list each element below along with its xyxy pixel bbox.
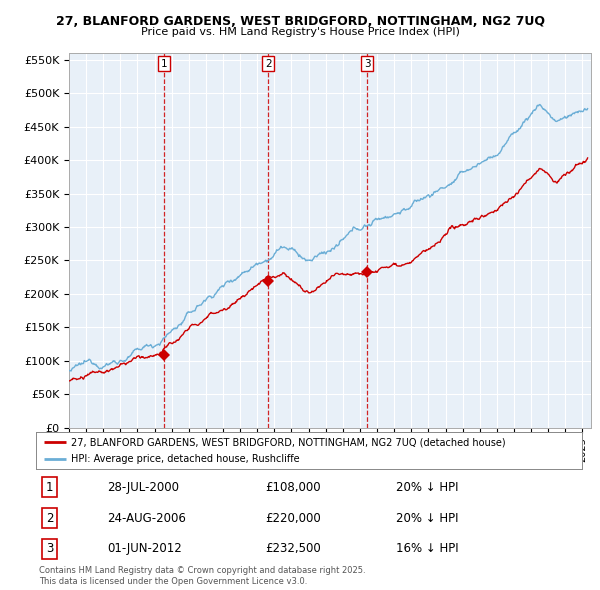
Text: £232,500: £232,500: [265, 542, 321, 555]
Text: 01-JUN-2012: 01-JUN-2012: [107, 542, 182, 555]
Text: 16% ↓ HPI: 16% ↓ HPI: [397, 542, 459, 555]
Text: 20% ↓ HPI: 20% ↓ HPI: [397, 481, 459, 494]
Text: 27, BLANFORD GARDENS, WEST BRIDGFORD, NOTTINGHAM, NG2 7UQ (detached house): 27, BLANFORD GARDENS, WEST BRIDGFORD, NO…: [71, 437, 506, 447]
Text: £220,000: £220,000: [265, 512, 321, 525]
Text: 28-JUL-2000: 28-JUL-2000: [107, 481, 179, 494]
Text: 2: 2: [46, 512, 53, 525]
Text: 3: 3: [46, 542, 53, 555]
Text: 1: 1: [161, 59, 167, 68]
Text: Price paid vs. HM Land Registry's House Price Index (HPI): Price paid vs. HM Land Registry's House …: [140, 27, 460, 37]
Text: 20% ↓ HPI: 20% ↓ HPI: [397, 512, 459, 525]
Text: 1: 1: [46, 481, 53, 494]
Text: 24-AUG-2006: 24-AUG-2006: [107, 512, 186, 525]
Text: £108,000: £108,000: [265, 481, 321, 494]
Text: 2: 2: [265, 59, 272, 68]
Text: HPI: Average price, detached house, Rushcliffe: HPI: Average price, detached house, Rush…: [71, 454, 300, 464]
Text: 27, BLANFORD GARDENS, WEST BRIDGFORD, NOTTINGHAM, NG2 7UQ: 27, BLANFORD GARDENS, WEST BRIDGFORD, NO…: [56, 15, 545, 28]
Text: 3: 3: [364, 59, 370, 68]
Text: Contains HM Land Registry data © Crown copyright and database right 2025.
This d: Contains HM Land Registry data © Crown c…: [39, 566, 365, 586]
